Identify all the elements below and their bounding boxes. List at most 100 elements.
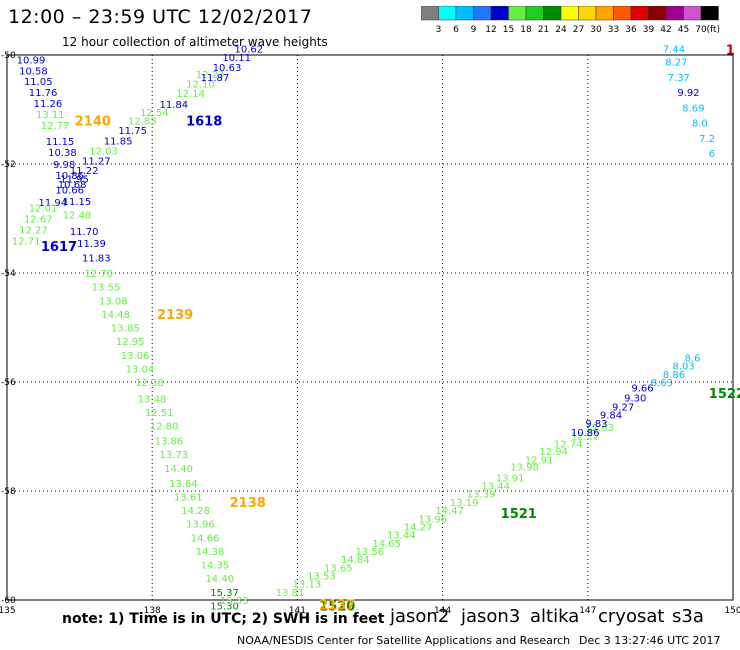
y-tick-label: -56 <box>1 378 16 388</box>
wave-height-value: 14.38 <box>196 547 225 558</box>
wave-height-value: 11.70 <box>70 227 99 238</box>
wave-height-value: 14.47 <box>435 506 464 517</box>
color-scale-label: 24 <box>555 25 567 35</box>
wave-height-value: 15.37 <box>210 588 239 599</box>
wave-height-value: 13.11 <box>36 110 65 121</box>
wave-height-value: 11.84 <box>159 100 188 111</box>
wave-height-value: 13.86 <box>155 436 184 447</box>
wave-height-value: 11.85 <box>104 137 133 148</box>
color-scale-label: 12 <box>485 25 496 35</box>
wave-height-value: 11.26 <box>34 99 63 110</box>
wave-height-value: 13.91 <box>496 473 525 484</box>
wave-height-value: 11.15 <box>46 137 75 148</box>
x-tick-label: 150 <box>724 606 740 616</box>
wave-height-value: 13.65 <box>324 563 353 574</box>
chart-subtitle: 12 hour collection of altimeter wave hei… <box>62 35 328 49</box>
wave-height-value: 14.28 <box>181 506 210 517</box>
wave-height-value: 12.51 <box>145 408 174 419</box>
wave-height-value: 13.55 <box>92 283 121 294</box>
wave-height-value: 12.70 <box>84 269 113 280</box>
wave-height-value: 11.27 <box>82 157 111 168</box>
wave-height-value: 10.86 <box>571 428 600 439</box>
wave-height-value: 11.05 <box>24 77 53 88</box>
y-tick-label: -54 <box>1 269 16 279</box>
wave-height-value: 12.23 <box>196 70 225 81</box>
wave-height-value: 11.39 <box>77 239 106 250</box>
wave-height-value: 12.63 <box>585 423 614 434</box>
color-scale-label: 3 <box>436 25 442 35</box>
x-tick-label: 138 <box>144 606 161 616</box>
wave-height-value: 12.94 <box>539 447 568 458</box>
wave-height-value: 13.85 <box>111 324 140 335</box>
wave-height-value: 14.35 <box>201 561 230 572</box>
wave-height-value: 13.48 <box>138 394 167 405</box>
wave-height-value: 10.38 <box>48 148 77 159</box>
x-tick-label: 141 <box>289 606 306 616</box>
wave-height-value: 14.40 <box>164 464 193 475</box>
wave-height-value: 12.48 <box>63 211 92 222</box>
wave-height-value: 13.53 <box>307 571 336 582</box>
wave-height-value: 13.96 <box>418 514 447 525</box>
wave-height-value: 13.44 <box>481 482 510 493</box>
wave-height-value: 14.48 <box>101 310 130 321</box>
wave-height-value: 6 <box>709 149 715 160</box>
wave-height-value: 13.61 <box>174 492 203 503</box>
wave-height-value: 12.14 <box>176 89 205 100</box>
wave-height-value: 12.80 <box>150 422 179 433</box>
wave-height-value: 13.39 <box>467 490 496 501</box>
wave-height-value: 9.83 <box>585 419 607 430</box>
color-scale-legend: 3 6 9 12 15 18 21 24 27 30 33 36 39 42 45 70 (ft) <box>421 6 721 35</box>
wave-height-value: 13.81 <box>276 588 305 599</box>
wave-height-value: 13.08 <box>99 296 128 307</box>
generated-timestamp: Dec 3 13:27:46 UTC 2017 <box>579 634 721 647</box>
wave-height-value: 13.73 <box>159 450 188 461</box>
color-scale-unit: (ft) <box>707 25 721 35</box>
wave-height-value: 12.67 <box>24 215 53 226</box>
wave-height-value: 10.11 <box>222 53 251 64</box>
wave-height-value: 7.2 <box>699 134 715 145</box>
wave-height-value: 12.95 <box>116 337 145 348</box>
color-scale-label: 45 <box>678 25 689 35</box>
legend-s3a: s3a <box>672 606 704 627</box>
color-scale-label: 6 <box>453 25 459 35</box>
wave-height-value: 12.01 <box>29 204 58 215</box>
pass-number-label: 1618 <box>186 114 222 129</box>
wave-height-value: 11.75 <box>118 126 147 137</box>
wave-height-value: 8.03 <box>673 362 695 373</box>
pass-number-label: 1520 <box>319 599 355 614</box>
wave-height-value: 13.64 <box>169 479 198 490</box>
credit-line: NOAA/NESDIS Center for Satellite Applica… <box>237 634 571 647</box>
wave-height-value: 13.96 <box>186 520 215 531</box>
color-scale-label: 9 <box>471 25 477 35</box>
wave-height-value: 13.56 <box>355 547 384 558</box>
pass-number-label: 2139 <box>157 308 193 323</box>
footer-note: note: 1) Time is in UTC; 2) SWH is in fe… <box>62 611 385 627</box>
color-scale-label: 18 <box>520 25 532 35</box>
wave-height-value: 14.84 <box>341 555 370 566</box>
wave-height-value: 13.13 <box>293 580 322 591</box>
color-scale-label: 21 <box>538 25 549 35</box>
pass-number-label: 2140 <box>75 114 111 129</box>
wave-height-value: 12.74 <box>554 440 583 451</box>
wave-height-value: 11.95 <box>60 175 89 186</box>
wave-height-value: 12.27 <box>19 225 48 236</box>
legend-altika: altika <box>530 606 580 627</box>
wave-height-value: 14.40 <box>205 574 234 585</box>
wave-height-value: 13.19 <box>450 498 479 509</box>
pass-number-label: 2137 <box>319 598 355 613</box>
wave-height-value: 15.33 <box>220 596 249 607</box>
wave-height-value: 8.0 <box>692 119 708 130</box>
color-scale-label: 30 <box>590 25 602 35</box>
map-frame <box>6 54 734 601</box>
x-tick-label: 135 <box>0 606 16 616</box>
wave-height-value: 12.77 <box>41 121 70 132</box>
wave-height-value: 9.84 <box>600 411 622 422</box>
color-scale-label: 27 <box>573 25 584 35</box>
wave-height-value: 7.37 <box>668 73 690 84</box>
x-tick-label: 144 <box>434 606 451 616</box>
wave-height-value: 12.71 <box>12 236 41 247</box>
y-tick-label: -58 <box>1 487 16 497</box>
wave-height-value: 12.10 <box>186 79 215 90</box>
wave-height-value: 14.27 <box>404 522 433 533</box>
